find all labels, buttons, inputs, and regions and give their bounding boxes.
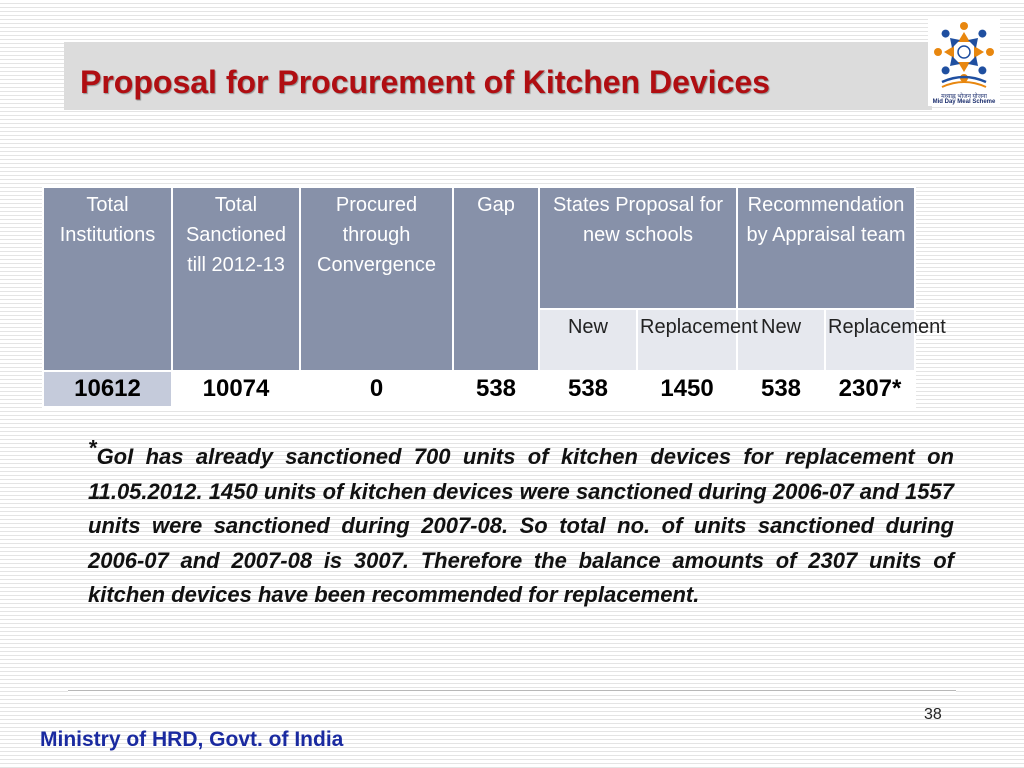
footnote: *GoI has already sanctioned 700 units of…	[88, 437, 954, 613]
subheader-recommendation-replacement: Replacement	[824, 308, 946, 372]
value-recommendation-replacement: 2307*	[824, 370, 917, 408]
subheader-recommendation-new: New	[736, 308, 827, 372]
value-gap: 538	[452, 370, 540, 408]
page-number: 38	[924, 706, 942, 723]
header-recommendation: Recommendation by Appraisal team	[736, 186, 917, 310]
header-total-sanctioned: Total Sanctioned till 2012-13	[171, 186, 301, 372]
value-proposal-replacement: 1450	[635, 370, 739, 408]
table-subheader-row: New Replacement New Replacement	[43, 308, 946, 372]
logo-graphic-icon	[934, 22, 994, 88]
logo-english-text: Mid Day Meal Scheme	[932, 99, 996, 105]
footer-organization: Ministry of HRD, Govt. of India	[40, 728, 344, 751]
table-header-row: Total Institutions Total Sanctioned till…	[42, 186, 917, 372]
mid-day-meal-logo: मध्याह्न भोजन योजना Mid Day Meal Scheme	[928, 18, 1000, 106]
value-total-sanctioned: 10074	[171, 370, 301, 408]
footnote-text: GoI has already sanctioned 700 units of …	[88, 444, 954, 607]
footer-divider	[68, 690, 956, 692]
value-proposal-new: 538	[538, 370, 638, 408]
value-procured-convergence: 0	[299, 370, 454, 408]
slide-title: Proposal for Procurement of Kitchen Devi…	[80, 64, 770, 100]
header-gap: Gap	[452, 186, 540, 372]
title-bar	[64, 42, 932, 110]
logo-hindi-text: मध्याह्न भोजन योजना	[941, 94, 987, 100]
procurement-table: Total Institutions Total Sanctioned till…	[42, 186, 946, 408]
subheader-proposal-new: New	[538, 308, 638, 372]
value-total-institutions: 10612	[42, 370, 173, 408]
table-row: 10612 10074 0 538 538 1450 538 2307*	[42, 370, 917, 408]
header-procured-convergence: Procured through Convergence	[299, 186, 454, 372]
subheader-proposal-replacement: Replacement	[635, 308, 758, 372]
value-recommendation-new: 538	[736, 370, 827, 408]
header-total-institutions: Total Institutions	[42, 186, 173, 372]
header-states-proposal: States Proposal for new schools	[537, 186, 739, 310]
footnote-marker: *	[88, 435, 97, 461]
